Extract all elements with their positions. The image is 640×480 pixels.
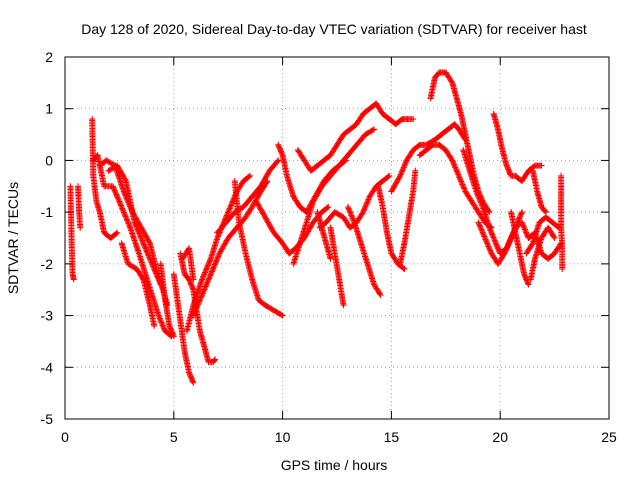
plus-markers xyxy=(294,100,417,174)
data-series xyxy=(67,69,566,386)
y-tick-label: -1 xyxy=(41,204,54,220)
plus-markers xyxy=(170,271,197,386)
y-tick-label: -5 xyxy=(41,411,54,427)
plus-markers xyxy=(118,240,158,329)
data-track xyxy=(375,183,408,272)
y-tick-label: 2 xyxy=(45,49,53,65)
plus-markers xyxy=(75,183,84,231)
plus-markers xyxy=(558,172,566,272)
plus-markers xyxy=(388,121,469,195)
data-track xyxy=(105,162,164,288)
data-track xyxy=(170,271,197,386)
data-track xyxy=(388,121,469,195)
data-track xyxy=(327,224,347,309)
plus-markers xyxy=(527,224,558,283)
chart-title: Day 128 of 2020, Sidereal Day-to-day VTE… xyxy=(81,21,587,37)
data-track xyxy=(397,167,419,267)
data-track xyxy=(294,100,417,174)
plus-markers xyxy=(344,204,384,298)
plus-markers xyxy=(397,167,419,267)
data-track xyxy=(90,152,175,340)
plus-markers xyxy=(105,162,164,288)
y-axis-label: SDTVAR / TECUs xyxy=(5,182,21,294)
plus-markers xyxy=(231,178,286,319)
plus-markers xyxy=(490,110,545,185)
data-track xyxy=(75,183,84,231)
plus-markers xyxy=(157,260,177,340)
x-tick-label: 15 xyxy=(384,429,400,445)
x-tick-label: 20 xyxy=(492,429,508,445)
data-track xyxy=(558,172,566,272)
x-tick-label: 10 xyxy=(275,429,291,445)
plus-markers xyxy=(290,126,377,267)
axis-ticks xyxy=(64,56,610,420)
y-tick-label: -2 xyxy=(41,256,54,272)
plus-markers xyxy=(89,116,121,241)
x-axis-label: GPS time / hours xyxy=(281,457,388,473)
y-tick-label: 1 xyxy=(45,101,53,117)
plus-markers xyxy=(529,167,549,216)
data-track xyxy=(527,224,558,283)
data-track xyxy=(508,209,532,288)
data-track xyxy=(89,116,121,241)
plus-markers xyxy=(327,224,347,309)
data-track xyxy=(157,260,177,340)
data-track xyxy=(490,110,545,185)
y-tick-label: -3 xyxy=(41,308,54,324)
y-axis-tick-labels: -5 -4 -3 -2 -1 0 1 2 xyxy=(41,49,54,427)
plus-markers xyxy=(375,183,408,272)
plus-markers xyxy=(523,214,562,257)
plus-markers xyxy=(416,141,495,231)
x-tick-label: 0 xyxy=(61,429,69,445)
plus-markers xyxy=(508,209,532,288)
x-tick-label: 5 xyxy=(170,429,178,445)
data-track xyxy=(118,240,158,329)
data-track xyxy=(427,69,493,216)
data-track xyxy=(416,141,495,231)
plus-markers xyxy=(90,152,175,340)
x-tick-label: 25 xyxy=(601,429,617,445)
y-tick-label: 0 xyxy=(45,152,53,168)
data-track xyxy=(179,245,197,283)
plus-markers xyxy=(179,245,197,283)
data-track xyxy=(231,178,286,319)
y-tick-label: -4 xyxy=(41,359,54,375)
data-track xyxy=(67,183,77,283)
plot-frame xyxy=(64,56,610,420)
data-track xyxy=(523,214,562,257)
x-axis-tick-labels: 0 5 10 15 20 25 xyxy=(61,429,617,445)
plus-markers xyxy=(427,69,493,216)
plus-markers xyxy=(67,183,77,283)
data-track xyxy=(290,126,377,267)
data-track xyxy=(344,204,384,298)
data-track xyxy=(529,167,549,216)
